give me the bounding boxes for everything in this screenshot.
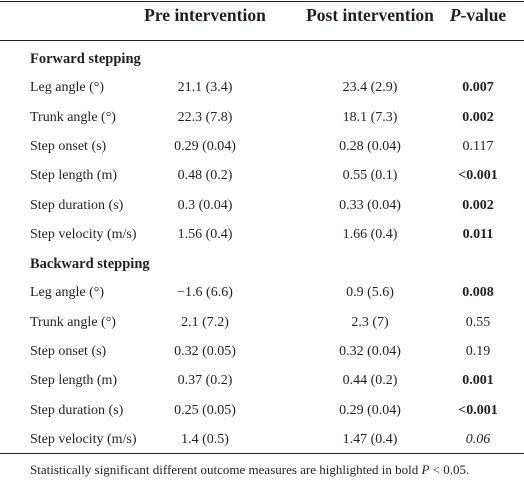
pre-value: 21.1 (3.4) [177, 80, 233, 96]
row-label: Leg angle (°) [30, 285, 105, 301]
pre-value: 0.25 (0.05) [174, 402, 236, 418]
p-value: 0.55 [465, 314, 491, 330]
pre-value: 0.37 (0.2) [177, 373, 233, 389]
header-rule [0, 40, 524, 41]
row-label: Trunk angle (°) [30, 109, 116, 125]
header-pre: Pre intervention [144, 5, 266, 25]
pre-value: 0.48 (0.2) [177, 168, 233, 184]
post-value: 2.3 (7) [351, 314, 389, 330]
post-value: 0.9 (5.6) [346, 285, 394, 301]
p-value: <0.001 [458, 168, 498, 184]
pre-value: 22.3 (7.8) [177, 109, 233, 125]
row-label: Trunk angle (°) [30, 314, 116, 330]
p-value: 0.001 [462, 373, 494, 389]
p-value: 0.19 [465, 344, 491, 359]
header-p-rest: -value [460, 5, 507, 25]
footnote-rest: < 0.05. [429, 462, 470, 477]
post-value: 0.32 (0.04) [339, 344, 401, 359]
p-value: 0.002 [462, 197, 494, 213]
p-value: 0.008 [462, 285, 494, 301]
pre-value: 1.56 (0.4) [177, 226, 233, 242]
post-value: 1.66 (0.4) [342, 226, 398, 242]
section-title: Forward stepping [30, 51, 141, 67]
p-value: 0.117 [462, 138, 494, 154]
top-rule [0, 1, 524, 2]
row-label: Step duration (s) [30, 197, 124, 213]
post-value: 0.44 (0.2) [342, 373, 398, 389]
bottom-rule [0, 453, 524, 454]
post-value: 18.1 (7.3) [342, 109, 398, 125]
footnote-italic: P [421, 462, 430, 477]
post-value: 23.4 (2.9) [342, 80, 398, 96]
post-value: 1.47 (0.4) [342, 431, 398, 447]
row-label: Step velocity (m/s) [30, 226, 137, 242]
row-label: Step length (m) [30, 168, 118, 184]
pre-value: 1.4 (0.5) [181, 431, 229, 447]
row-label: Step duration (s) [30, 402, 124, 418]
post-value: 0.29 (0.04) [339, 402, 401, 418]
header-p-italic: P [449, 5, 461, 25]
row-label: Leg angle (°) [30, 80, 105, 96]
footnote-text: Statistically significant different outc… [30, 462, 422, 477]
row-label: Step onset (s) [30, 344, 107, 359]
post-value: 0.33 (0.04) [339, 197, 401, 213]
pre-value: 0.3 (0.04) [177, 197, 233, 213]
pre-value: 0.29 (0.04) [174, 138, 236, 154]
header-p: P-value [450, 4, 506, 26]
p-value: 0.011 [462, 226, 494, 242]
p-value: 0.002 [462, 109, 494, 125]
p-value: 0.06 [465, 431, 491, 447]
section-title: Backward stepping [30, 256, 150, 273]
footnote: Statistically significant different outc… [30, 462, 469, 478]
header-post: Post intervention [306, 5, 434, 25]
pre-value: 0.32 (0.05) [174, 344, 236, 359]
row-label: Step length (m) [30, 373, 118, 389]
row-label: Step velocity (m/s) [30, 431, 137, 447]
p-value: <0.001 [458, 402, 498, 418]
pre-value: −1.6 (6.6) [177, 285, 233, 301]
row-label: Step onset (s) [30, 138, 107, 154]
post-value: 0.28 (0.04) [339, 138, 401, 154]
pre-value: 2.1 (7.2) [181, 314, 229, 330]
p-value: 0.007 [462, 80, 494, 96]
post-value: 0.55 (0.1) [342, 168, 398, 184]
